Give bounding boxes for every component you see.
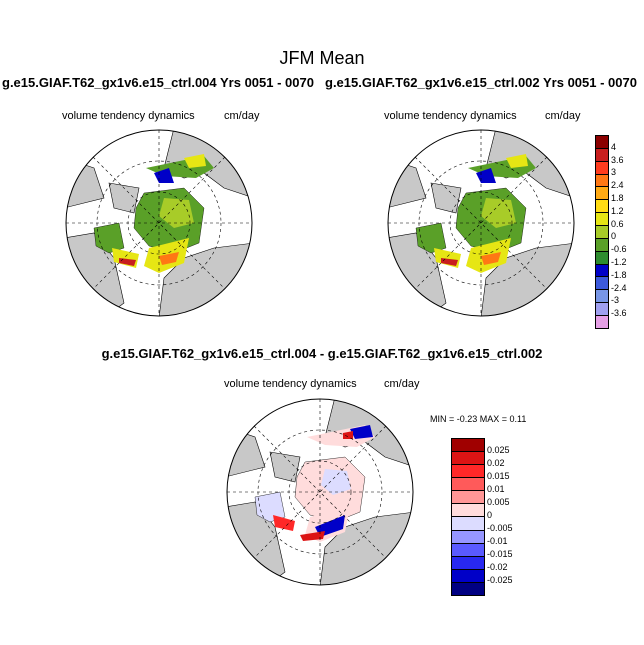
difference-colorbar-swatch <box>452 439 484 453</box>
top-colorbar-swatch <box>596 161 608 175</box>
top-colorbar-tick-label: 0 <box>611 231 617 242</box>
top-colorbar-swatch <box>596 251 608 265</box>
left-variable-label: volume tendency dynamics <box>62 110 195 122</box>
top-colorbar-swatch <box>596 200 608 214</box>
difference-colorbar-tick-label: 0.005 <box>487 497 510 507</box>
top-colorbar-swatch <box>596 136 608 149</box>
difference-colorbar-tick-label: 0.015 <box>487 471 510 481</box>
top-colorbar-tick-label: 1.2 <box>611 205 624 216</box>
top-colorbar-swatch <box>596 290 608 304</box>
difference-colorbar-swatch <box>452 556 484 570</box>
top-colorbar-swatch <box>596 187 608 201</box>
difference-colorbar-swatch <box>452 478 484 492</box>
diff-units-label: cm/day <box>384 378 420 390</box>
difference-colorbar-swatch <box>452 543 484 557</box>
difference-polar-map <box>226 398 414 586</box>
figure-title: JFM Mean <box>279 48 365 68</box>
difference-colorbar-tick-label: 0.02 <box>487 458 505 468</box>
difference-colorbar-swatch <box>452 517 484 531</box>
difference-colorbar-tick-label: -0.005 <box>487 523 513 533</box>
difference-colorbar-tick-label: 0.01 <box>487 484 505 494</box>
top-colorbar-tick-label: -1.8 <box>611 269 627 280</box>
difference-colorbar-swatch <box>452 452 484 466</box>
top-colorbar-tick-label: -3 <box>611 295 620 306</box>
diff-variable-label: volume tendency dynamics <box>224 378 357 390</box>
top-colorbar-swatch <box>596 303 608 317</box>
difference-colorbar-swatch <box>452 569 484 583</box>
left-case-title: g.e15.GIAF.T62_gx1v6.e15_ctrl.004 Yrs 00… <box>2 75 314 90</box>
difference-colorbar-tick-label: 0.025 <box>487 445 510 455</box>
right-polar-map <box>387 129 575 317</box>
top-colorbar-swatch <box>596 316 608 328</box>
top-colorbar-tick-label: -2.4 <box>611 282 627 293</box>
top-colorbar-tick-label: 4 <box>611 141 617 152</box>
left-polar-map <box>65 129 253 317</box>
difference-colorbar-swatch <box>452 465 484 479</box>
top-colorbar <box>595 135 609 329</box>
top-colorbar-tick-label: -3.6 <box>611 308 627 319</box>
top-colorbar-swatch <box>596 174 608 188</box>
min-max-label: MIN = -0.23 MAX = 0.11 <box>430 414 527 424</box>
difference-title: g.e15.GIAF.T62_gx1v6.e15_ctrl.004 - g.e1… <box>101 346 543 361</box>
difference-colorbar-tick-label: -0.025 <box>487 575 513 585</box>
difference-colorbar-tick-label: -0.01 <box>487 536 508 546</box>
top-colorbar-swatch <box>596 148 608 162</box>
right-units-label: cm/day <box>545 110 581 122</box>
difference-colorbar-swatch <box>452 504 484 518</box>
difference-colorbar-swatch <box>452 530 484 544</box>
left-units-label: cm/day <box>224 110 260 122</box>
difference-colorbar-tick-label: 0 <box>487 510 493 520</box>
top-colorbar-tick-label: -1.2 <box>611 257 627 267</box>
top-colorbar-swatch <box>596 264 608 278</box>
top-colorbar-tick-label: 3.6 <box>611 154 624 165</box>
right-case-title: g.e15.GIAF.T62_gx1v6.e15_ctrl.002 Yrs 00… <box>325 75 637 90</box>
difference-colorbar-tick-label: -0.02 <box>487 562 508 572</box>
difference-colorbar-swatch <box>452 491 484 505</box>
difference-colorbar <box>451 438 485 596</box>
difference-colorbar-swatch <box>452 582 484 595</box>
top-colorbar-swatch <box>596 226 608 239</box>
difference-colorbar-tick-label: -0.015 <box>487 549 513 559</box>
top-colorbar-tick-label: 0.6 <box>611 218 624 229</box>
top-colorbar-tick-label: 3 <box>611 167 617 178</box>
top-colorbar-swatch <box>596 238 608 252</box>
top-colorbar-tick-label: -0.6 <box>611 244 627 255</box>
top-colorbar-swatch <box>596 277 608 291</box>
top-colorbar-tick-label: 2.4 <box>611 180 624 191</box>
top-colorbar-swatch <box>596 213 608 227</box>
top-colorbar-tick-label: 1.8 <box>611 193 624 203</box>
right-variable-label: volume tendency dynamics <box>384 110 517 122</box>
